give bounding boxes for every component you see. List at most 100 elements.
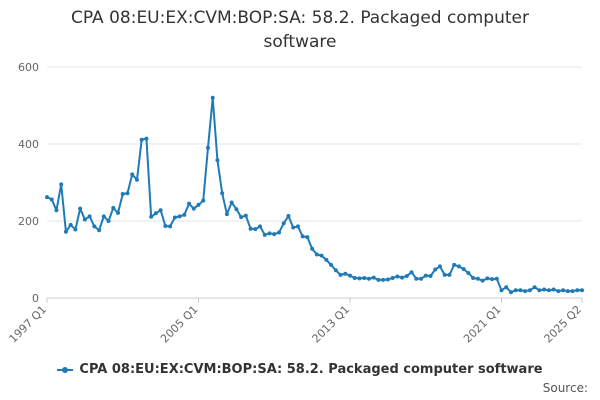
data-point — [130, 172, 135, 177]
data-point — [111, 205, 116, 210]
chart-title-line-1: CPA 08:EU:EX:CVM:BOP:SA: 58.2. Packaged … — [71, 8, 529, 28]
data-point — [120, 192, 125, 197]
data-point — [168, 224, 173, 229]
data-point — [68, 222, 73, 227]
data-point — [97, 228, 102, 233]
data-point — [423, 273, 428, 278]
data-point — [546, 288, 551, 293]
data-point — [45, 195, 49, 200]
data-point — [191, 206, 196, 211]
data-point — [201, 198, 206, 203]
data-point — [570, 289, 575, 294]
data-point — [106, 219, 111, 223]
source-label: Source: — [542, 381, 588, 395]
data-point — [575, 288, 580, 293]
data-point — [475, 276, 480, 281]
data-point — [527, 288, 532, 293]
legend[interactable]: CPA 08:EU:EX:CVM:BOP:SA: 58.2. Packaged … — [0, 362, 600, 378]
data-point — [480, 278, 485, 283]
data-point — [471, 275, 476, 280]
data-point — [376, 277, 381, 282]
data-point — [518, 288, 523, 293]
data-point — [542, 287, 547, 292]
data-point — [395, 274, 400, 279]
y-tick-label: 600 — [18, 61, 39, 74]
data-point — [139, 137, 144, 142]
data-point — [433, 267, 438, 272]
legend-item[interactable]: CPA 08:EU:EX:CVM:BOP:SA: 58.2. Packaged … — [57, 362, 543, 377]
data-point — [390, 275, 395, 280]
data-point — [63, 229, 68, 234]
data-point — [371, 275, 376, 280]
x-tick-label: 2005 Q1 — [158, 303, 201, 346]
data-point — [92, 224, 97, 229]
data-point — [82, 217, 87, 222]
data-point — [272, 232, 277, 237]
data-point — [78, 206, 83, 211]
data-point — [357, 276, 362, 281]
data-point — [343, 271, 348, 276]
data-point — [300, 234, 305, 239]
data-point — [87, 214, 92, 219]
data-point — [319, 253, 324, 258]
data-point — [196, 202, 201, 207]
data-point — [187, 201, 192, 206]
data-point — [447, 272, 452, 277]
data-point — [224, 212, 229, 217]
data-point — [310, 246, 315, 251]
data-point — [565, 289, 570, 294]
data-point — [352, 275, 357, 280]
data-point — [258, 224, 263, 229]
data-point — [116, 210, 121, 215]
data-point — [561, 288, 566, 293]
data-point — [338, 272, 343, 277]
data-point — [59, 182, 64, 187]
x-tick-label: 2025 Q2 — [542, 303, 585, 346]
y-tick-label: 400 — [18, 138, 39, 151]
data-point — [291, 225, 296, 230]
data-point — [428, 274, 433, 279]
data-point — [537, 288, 542, 293]
data-point — [442, 272, 447, 277]
data-point — [101, 214, 106, 219]
chart-title-line-2: software — [263, 32, 337, 52]
data-point — [523, 289, 528, 294]
x-tick-label: 2021 Q1 — [461, 303, 504, 346]
data-point — [267, 231, 272, 236]
data-point — [295, 224, 300, 229]
data-point — [348, 273, 353, 278]
data-point — [400, 275, 405, 280]
data-point — [177, 214, 182, 219]
data-point — [556, 289, 561, 294]
data-point — [414, 276, 419, 281]
data-point — [286, 213, 291, 218]
data-point — [409, 270, 414, 275]
data-point — [262, 232, 267, 237]
data-point — [239, 215, 244, 220]
data-point — [466, 270, 471, 275]
data-point — [385, 277, 390, 282]
x-tick-label: 2013 Q1 — [310, 303, 353, 346]
data-point — [499, 288, 504, 293]
data-point — [205, 145, 210, 150]
data-point — [485, 276, 490, 281]
legend-line-marker-icon — [57, 366, 74, 374]
data-point — [276, 230, 281, 235]
data-point — [134, 177, 139, 182]
data-point — [456, 264, 461, 269]
data-point — [149, 214, 154, 219]
data-point — [125, 191, 130, 196]
data-point — [461, 267, 466, 272]
data-point — [366, 276, 371, 281]
y-tick-label: 200 — [18, 215, 39, 228]
data-point — [234, 207, 239, 212]
legend-label: CPA 08:EU:EX:CVM:BOP:SA: 58.2. Packaged … — [79, 362, 543, 377]
data-point — [243, 213, 248, 218]
data-point — [494, 276, 499, 281]
data-point — [504, 285, 509, 290]
data-point — [580, 288, 584, 293]
data-point — [314, 252, 319, 257]
data-point — [248, 226, 253, 231]
data-point — [49, 197, 54, 202]
data-point — [158, 208, 163, 213]
